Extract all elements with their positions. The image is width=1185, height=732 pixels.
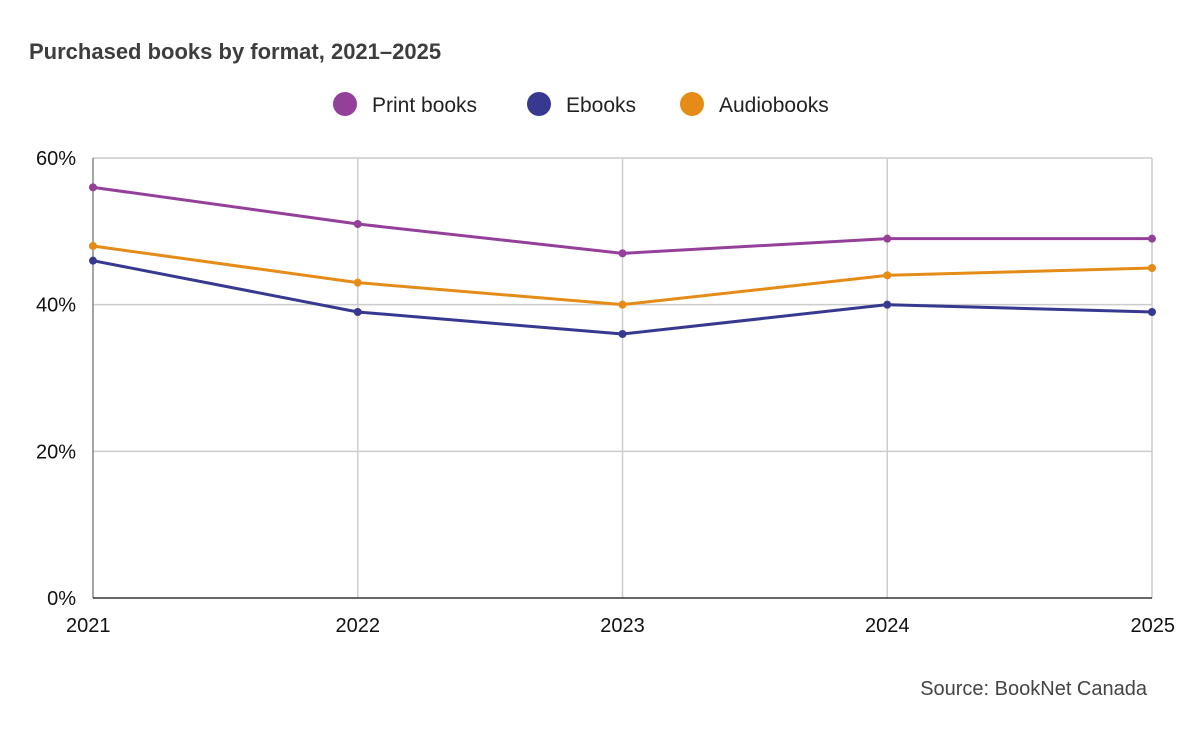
y-axis-tick-labels: 0% 20% 40% 60%	[36, 148, 76, 610]
chart-title: Purchased books by format, 2021–2025	[29, 39, 441, 64]
legend-marker-audiobooks	[680, 92, 704, 116]
legend: Print books Ebooks Audiobooks	[333, 92, 829, 117]
legend-label-audiobooks: Audiobooks	[719, 94, 829, 117]
legend-marker-ebooks	[527, 92, 551, 116]
data-point-ebooks	[618, 330, 627, 338]
source-note: Source: BookNet Canada	[920, 678, 1148, 700]
data-point-print-books	[353, 220, 362, 228]
data-point-audiobooks	[89, 242, 97, 250]
y-tick-label: 40%	[36, 295, 76, 317]
data-point-audiobooks	[883, 271, 892, 280]
data-point-print-books	[883, 234, 892, 243]
y-tick-label: 60%	[36, 148, 76, 170]
y-tick-label: 0%	[47, 588, 76, 610]
data-point-ebooks	[353, 308, 362, 316]
axes	[92, 158, 1152, 599]
legend-label-ebooks: Ebooks	[566, 94, 636, 117]
data-point-print-books	[89, 183, 97, 192]
data-point-audiobooks	[353, 278, 362, 287]
x-tick-label: 2022	[336, 615, 381, 637]
data-point-audiobooks	[618, 300, 627, 309]
y-tick-label: 20%	[36, 441, 76, 463]
x-tick-label: 2024	[865, 615, 910, 637]
gridlines	[93, 157, 1153, 598]
x-tick-label: 2025	[1131, 615, 1176, 637]
data-point-audiobooks	[1148, 264, 1156, 272]
data-point-ebooks	[89, 256, 97, 265]
data-point-print-books	[1148, 234, 1156, 243]
legend-label-print-books: Print books	[372, 94, 477, 117]
data-point-ebooks	[1148, 308, 1156, 316]
x-tick-label: 2023	[600, 615, 645, 637]
series-group	[89, 183, 1156, 338]
data-point-ebooks	[883, 300, 892, 309]
legend-marker-print-books	[333, 92, 357, 116]
x-axis-tick-labels: 2021 2022 2023 2024 2025	[66, 615, 1175, 637]
data-point-print-books	[618, 249, 627, 258]
x-tick-label: 2021	[66, 615, 111, 637]
